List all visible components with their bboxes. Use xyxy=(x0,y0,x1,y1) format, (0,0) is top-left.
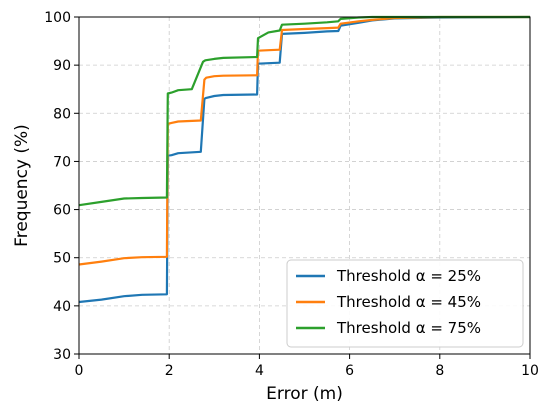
x-tick-label: 10 xyxy=(521,363,539,379)
legend-box xyxy=(286,259,524,348)
y-tick-label: 70 xyxy=(53,154,71,170)
legend: Threshold α = 25% Threshold α = 45% Thresh… xyxy=(286,259,524,348)
plot-frame xyxy=(78,16,531,355)
x-tick-label: 4 xyxy=(255,363,264,379)
series-lines xyxy=(78,15,531,304)
axis-ticks: 0 2 4 6 8 10 30 40 50 60 70 80 90 100 xyxy=(44,10,539,379)
x-tick-label: 6 xyxy=(345,363,354,379)
y-tick-label: 50 xyxy=(53,251,71,267)
y-tick-label: 90 xyxy=(53,58,71,74)
x-tick-label: 8 xyxy=(435,363,444,379)
x-tick-label: 2 xyxy=(165,363,174,379)
y-tick-label: 60 xyxy=(53,203,71,219)
series-line-1 xyxy=(78,15,531,304)
legend-label-1: Threshold α = 25% xyxy=(336,267,481,285)
y-tick-label: 30 xyxy=(53,347,71,363)
y-tick-label: 40 xyxy=(53,299,71,315)
series-line-3 xyxy=(78,15,530,207)
y-axis-label: Frequency (%) xyxy=(12,124,32,247)
y-tick-label: 100 xyxy=(44,10,71,26)
x-axis-label: Error (m) xyxy=(266,384,343,404)
legend-label-2: Threshold α = 45% xyxy=(336,293,481,311)
legend-label-3: Threshold α = 75% xyxy=(336,319,481,337)
series-line-2 xyxy=(78,15,530,266)
y-tick-label: 80 xyxy=(53,106,71,122)
x-tick-label: 0 xyxy=(75,363,84,379)
